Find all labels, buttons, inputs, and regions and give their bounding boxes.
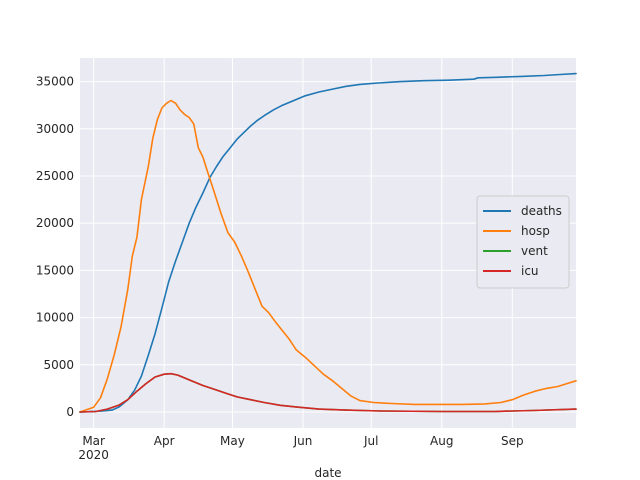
x-tick-label: Apr: [154, 434, 175, 448]
series-line-deaths: [79, 72, 577, 413]
legend-label-icu: icu: [521, 264, 539, 278]
y-tick-label: 30000: [36, 122, 74, 136]
legend-label-vent: vent: [521, 244, 548, 258]
y-tick-label: 35000: [36, 75, 74, 89]
x-tick-label: Jun: [293, 434, 313, 448]
x-tick-label: Mar: [82, 434, 105, 448]
legend-label-deaths: deaths: [521, 204, 562, 218]
y-tick-label: 0: [66, 405, 74, 419]
x-tick-label: May: [220, 434, 245, 448]
legend-box: [476, 195, 570, 289]
series-line-hosp: [79, 99, 577, 413]
y-tick-label: 25000: [36, 169, 74, 183]
x-axis-title: date: [314, 466, 341, 480]
y-axis-ticks: 0 5000 10000 15000 20000 25000 30000 35000: [36, 75, 74, 419]
y-tick-label: 5000: [43, 358, 74, 372]
x-tick-label: Jul: [363, 434, 378, 448]
legend-label-hosp: hosp: [521, 224, 550, 238]
y-tick-label: 15000: [36, 263, 74, 277]
y-tick-label: 10000: [36, 311, 74, 325]
x-tick-label: Sep: [501, 434, 524, 448]
series-line-icu: [79, 372, 577, 413]
legend: deaths hosp vent icu: [476, 195, 570, 289]
y-tick-label: 20000: [36, 216, 74, 230]
x-tick-sublabel: 2020: [78, 448, 109, 462]
series-lines: [79, 72, 577, 413]
x-tick-label: Aug: [430, 434, 453, 448]
